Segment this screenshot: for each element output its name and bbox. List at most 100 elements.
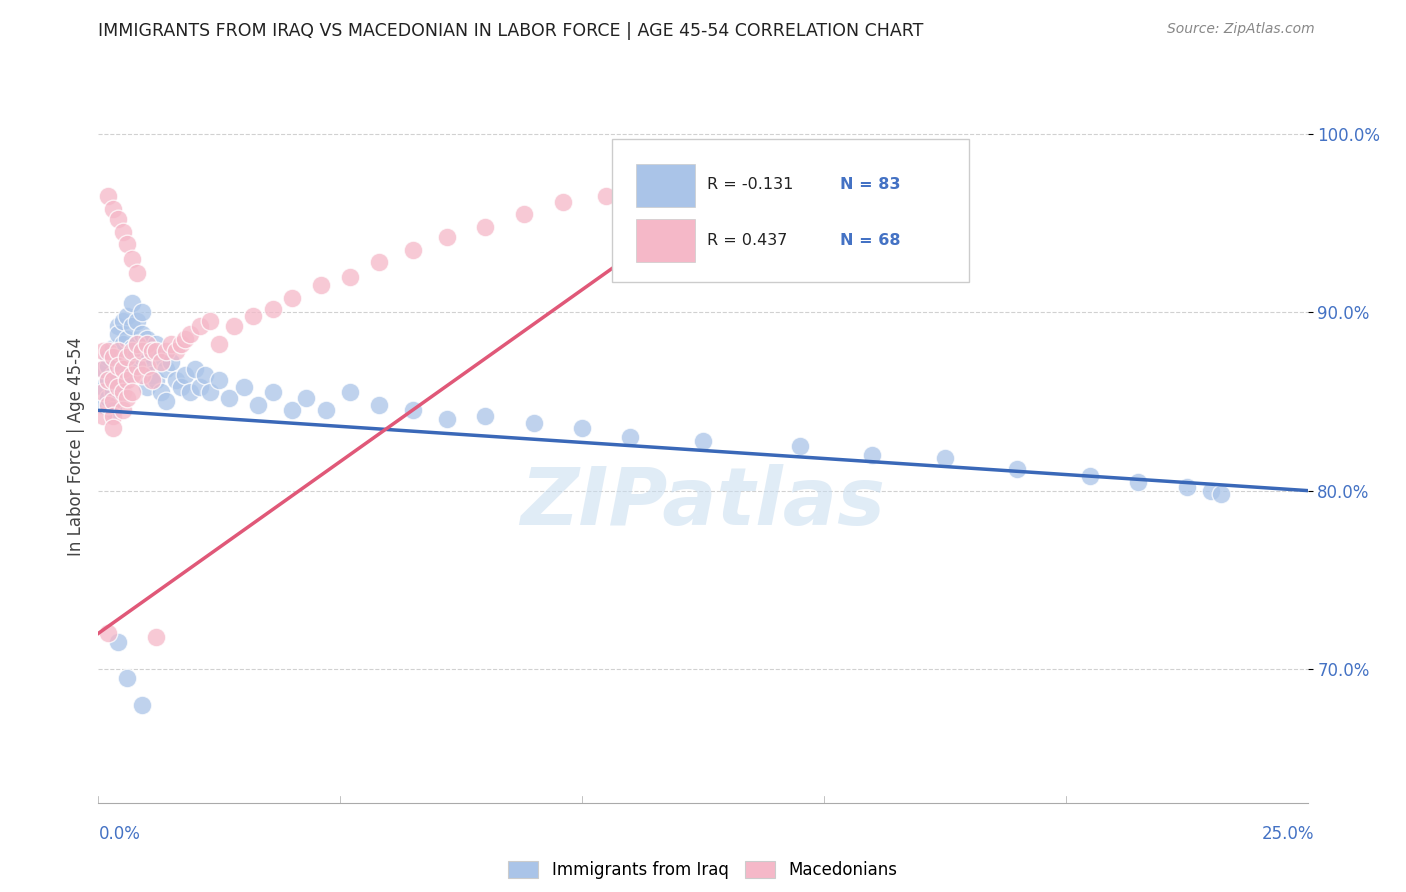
Point	[247, 398, 270, 412]
Point	[107, 212, 129, 227]
Point	[155, 394, 177, 409]
Text: 0.0%: 0.0%	[98, 825, 141, 843]
FancyBboxPatch shape	[612, 139, 969, 282]
Point	[127, 337, 149, 351]
Text: R = 0.437: R = 0.437	[707, 233, 787, 248]
Point	[789, 439, 811, 453]
Point	[402, 243, 425, 257]
Point	[188, 319, 211, 334]
Point	[281, 291, 304, 305]
Point	[91, 398, 114, 412]
Point	[174, 368, 197, 382]
Point	[368, 398, 391, 412]
Point	[101, 202, 124, 216]
Point	[117, 237, 139, 252]
Point	[1209, 487, 1232, 501]
Point	[309, 278, 332, 293]
Point	[222, 319, 245, 334]
Point	[101, 385, 124, 400]
Point	[141, 344, 163, 359]
Point	[127, 355, 149, 369]
Point	[111, 362, 134, 376]
Point	[315, 403, 337, 417]
Point	[141, 368, 163, 382]
Point	[551, 194, 574, 209]
Point	[117, 350, 139, 364]
Point	[131, 350, 153, 364]
Point	[117, 350, 139, 364]
Legend: Immigrants from Iraq, Macedonians: Immigrants from Iraq, Macedonians	[501, 853, 905, 888]
Point	[111, 403, 134, 417]
Point	[117, 368, 139, 382]
Point	[135, 337, 157, 351]
Point	[127, 337, 149, 351]
Text: R = -0.131: R = -0.131	[707, 177, 793, 192]
Point	[740, 162, 762, 177]
Text: Source: ZipAtlas.com: Source: ZipAtlas.com	[1167, 22, 1315, 37]
Point	[368, 255, 391, 269]
Point	[174, 332, 197, 346]
Point	[97, 189, 120, 203]
Point	[474, 409, 496, 423]
Point	[155, 344, 177, 359]
Point	[107, 344, 129, 359]
Point	[145, 344, 167, 359]
Point	[194, 368, 217, 382]
Point	[135, 355, 157, 369]
Point	[127, 314, 149, 328]
Point	[188, 380, 211, 394]
Point	[97, 373, 120, 387]
Point	[1078, 469, 1101, 483]
Point	[117, 391, 139, 405]
Point	[97, 359, 120, 373]
Point	[131, 698, 153, 712]
Point	[107, 359, 129, 373]
Point	[1007, 462, 1029, 476]
Point	[208, 337, 231, 351]
Point	[97, 350, 120, 364]
Point	[121, 319, 143, 334]
FancyBboxPatch shape	[637, 164, 695, 207]
Point	[1128, 475, 1150, 489]
Point	[145, 337, 167, 351]
Point	[121, 252, 143, 266]
Point	[145, 373, 167, 387]
Point	[91, 362, 114, 376]
Point	[150, 350, 173, 364]
Point	[184, 362, 207, 376]
Point	[198, 314, 221, 328]
Point	[281, 403, 304, 417]
Text: IMMIGRANTS FROM IRAQ VS MACEDONIAN IN LABOR FORCE | AGE 45-54 CORRELATION CHART: IMMIGRANTS FROM IRAQ VS MACEDONIAN IN LA…	[98, 22, 924, 40]
Point	[692, 171, 714, 186]
Point	[111, 314, 134, 328]
Point	[97, 398, 120, 412]
Point	[107, 319, 129, 334]
Point	[101, 368, 124, 382]
Point	[117, 373, 139, 387]
Point	[169, 380, 191, 394]
Point	[145, 630, 167, 644]
Point	[160, 337, 183, 351]
Point	[402, 403, 425, 417]
Point	[595, 189, 617, 203]
Point	[101, 421, 124, 435]
Point	[91, 344, 114, 359]
Point	[117, 671, 139, 685]
Point	[218, 391, 240, 405]
Point	[91, 362, 114, 376]
Text: N = 83: N = 83	[839, 177, 900, 192]
Point	[523, 416, 546, 430]
Point	[97, 626, 120, 640]
Point	[131, 326, 153, 341]
Point	[121, 385, 143, 400]
Point	[107, 635, 129, 649]
Point	[242, 309, 264, 323]
Point	[97, 373, 120, 387]
Point	[101, 394, 124, 409]
Point	[101, 341, 124, 355]
Point	[169, 337, 191, 351]
Point	[121, 359, 143, 373]
Point	[179, 385, 201, 400]
Point	[121, 344, 143, 359]
Point	[513, 207, 536, 221]
